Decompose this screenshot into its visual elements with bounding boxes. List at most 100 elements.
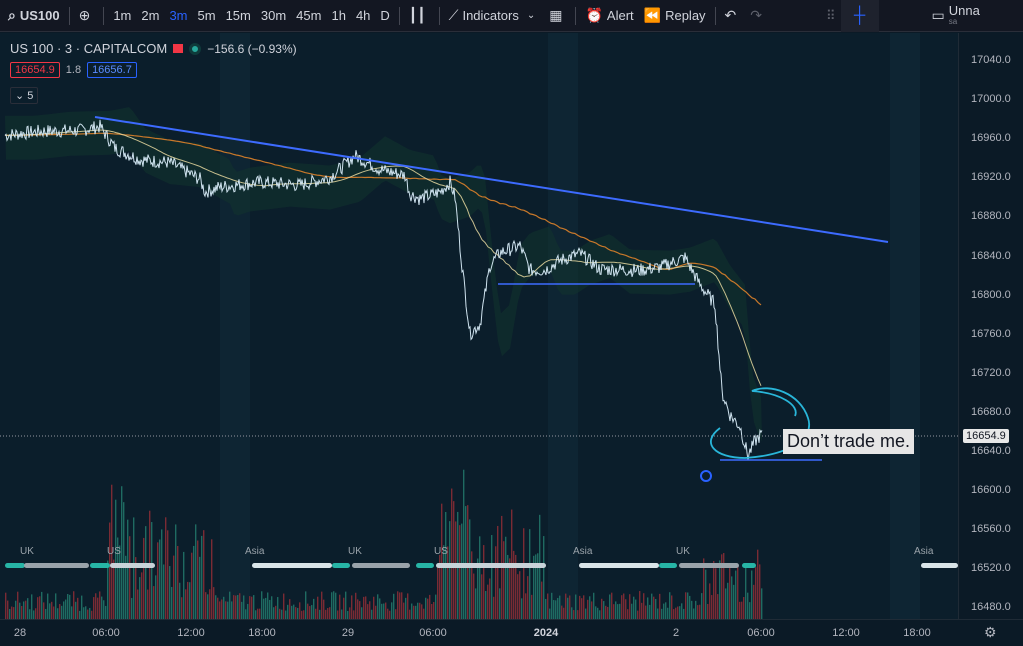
interval-1m[interactable]: 1m — [113, 8, 132, 23]
volume-bar — [123, 502, 125, 619]
volume-bar — [45, 608, 47, 619]
volume-bar — [257, 608, 259, 619]
session-shade — [220, 33, 250, 619]
replay-button[interactable]: ⏪ Replay — [639, 0, 711, 32]
volume-bar — [181, 597, 183, 619]
session-label: Asia — [245, 546, 265, 557]
sell-button[interactable]: 16654.9 — [10, 62, 60, 78]
volume-bar — [741, 601, 743, 619]
time-label: 06:00 — [92, 627, 120, 639]
symbol-search-button[interactable]: ⌕ US100 — [0, 0, 65, 32]
text-annotation[interactable]: Don’t trade me. — [783, 429, 915, 454]
chart-type-button[interactable]: ┃┃ — [404, 0, 435, 32]
templates-button[interactable]: ▦ — [544, 0, 571, 32]
moving-average-line — [5, 132, 762, 306]
interval-45m[interactable]: 45m — [296, 8, 322, 23]
volume-bar — [441, 503, 443, 619]
volume-bar — [213, 587, 215, 619]
volume-bar — [735, 570, 737, 619]
time-axis[interactable]: ⚙ 28 06:00 12:00 18:00 29 06:00 2024 2 06:00 12:0… — [0, 619, 1023, 646]
price-label: 16600.0 — [971, 484, 1011, 497]
volume-bar — [325, 609, 327, 619]
volume-bar — [111, 484, 113, 619]
volume-bar — [353, 610, 355, 619]
volume-bar — [221, 599, 223, 619]
volume-bar — [721, 554, 723, 619]
volume-bar — [753, 584, 755, 619]
volume-bar — [85, 606, 87, 619]
interval-5m[interactable]: 5m — [197, 8, 216, 23]
volume-bar — [645, 605, 647, 619]
chart-pane[interactable]: UK US Asia UK US Asia UK Asia — [0, 33, 958, 619]
volume-bar — [35, 608, 37, 619]
layout-button[interactable]: ▭ Unna sa — [927, 0, 985, 32]
drag-handle[interactable]: ⠿ — [821, 0, 841, 32]
indicators-button[interactable]: ⟋ Indicators ⌄ — [444, 0, 545, 32]
crosshair-icon: ┼ — [853, 6, 866, 24]
volume-bar — [9, 608, 11, 619]
price-scale[interactable]: 17040.0 17000.0 16960.0 16920.0 16880.0 16840… — [958, 33, 1023, 619]
volume-bar — [401, 592, 403, 619]
gear-icon[interactable]: ⚙ — [984, 624, 997, 640]
interval-D[interactable]: D — [380, 8, 390, 23]
volume-bar — [263, 598, 265, 619]
volume-bar — [565, 593, 567, 619]
volume-bar — [17, 591, 19, 619]
crosshair-button[interactable]: ┼ — [840, 0, 879, 32]
interval-4h[interactable]: 4h — [355, 8, 371, 23]
volume-bar — [561, 605, 563, 619]
price-label: 16800.0 — [971, 288, 1011, 301]
volume-bar — [5, 592, 7, 619]
alert-button[interactable]: ⏰ Alert — [580, 0, 638, 32]
volume-bar — [89, 607, 91, 619]
volume-bar — [633, 596, 635, 619]
volume-bar — [377, 594, 379, 619]
buy-button[interactable]: 16656.7 — [87, 62, 137, 78]
volume-bar — [135, 557, 137, 619]
volume-bar — [343, 597, 345, 619]
volume-bar — [225, 601, 227, 619]
volume-bar — [391, 602, 393, 619]
volume-bar — [657, 608, 659, 619]
volume-bar — [453, 501, 455, 619]
volume-bar — [607, 606, 609, 619]
volume-bar — [367, 604, 369, 619]
volume-bar — [577, 610, 579, 619]
volume-bar — [651, 593, 653, 619]
interval-2m[interactable]: 2m — [141, 8, 160, 23]
volume-bar — [309, 606, 311, 619]
volume-bar — [127, 519, 129, 619]
compare-symbol-button[interactable]: ⊕ — [74, 0, 100, 32]
redo-button[interactable]: ↷ — [745, 0, 771, 32]
volume-bar — [581, 598, 583, 619]
volume-bar — [485, 590, 487, 619]
interval-30m[interactable]: 30m — [260, 8, 287, 23]
volume-bar — [99, 591, 101, 619]
interval-1h[interactable]: 1h — [331, 8, 346, 23]
volume-bar — [317, 596, 319, 619]
chevron-down-icon: ⌄ — [15, 90, 25, 102]
undo-button[interactable]: ↶ — [720, 0, 746, 32]
volume-bar — [201, 535, 203, 619]
volume-bar — [533, 555, 535, 619]
volume-bar — [379, 598, 381, 619]
volume-bar — [601, 598, 603, 619]
symbol-label: US100 — [19, 8, 60, 23]
volume-bar — [385, 602, 387, 619]
volume-bar — [443, 545, 445, 619]
time-label: 12:00 — [177, 627, 205, 639]
volume-bar — [643, 593, 645, 619]
interval-15m[interactable]: 15m — [225, 8, 251, 23]
volume-bar — [679, 606, 681, 619]
indicators-collapse-button[interactable]: ⌄ 5 — [10, 87, 39, 104]
interval-3m[interactable]: 3m — [169, 8, 188, 23]
volume-bar — [639, 591, 641, 619]
chart-canvas[interactable]: UK US Asia UK US Asia UK Asia — [0, 33, 958, 619]
volume-bar — [67, 593, 69, 619]
volume-bar — [107, 560, 109, 619]
volume-bar — [557, 597, 559, 619]
session-bar — [352, 563, 410, 568]
volume-bar — [739, 601, 741, 619]
volume-bar — [253, 595, 255, 619]
volume-bar — [281, 609, 283, 619]
